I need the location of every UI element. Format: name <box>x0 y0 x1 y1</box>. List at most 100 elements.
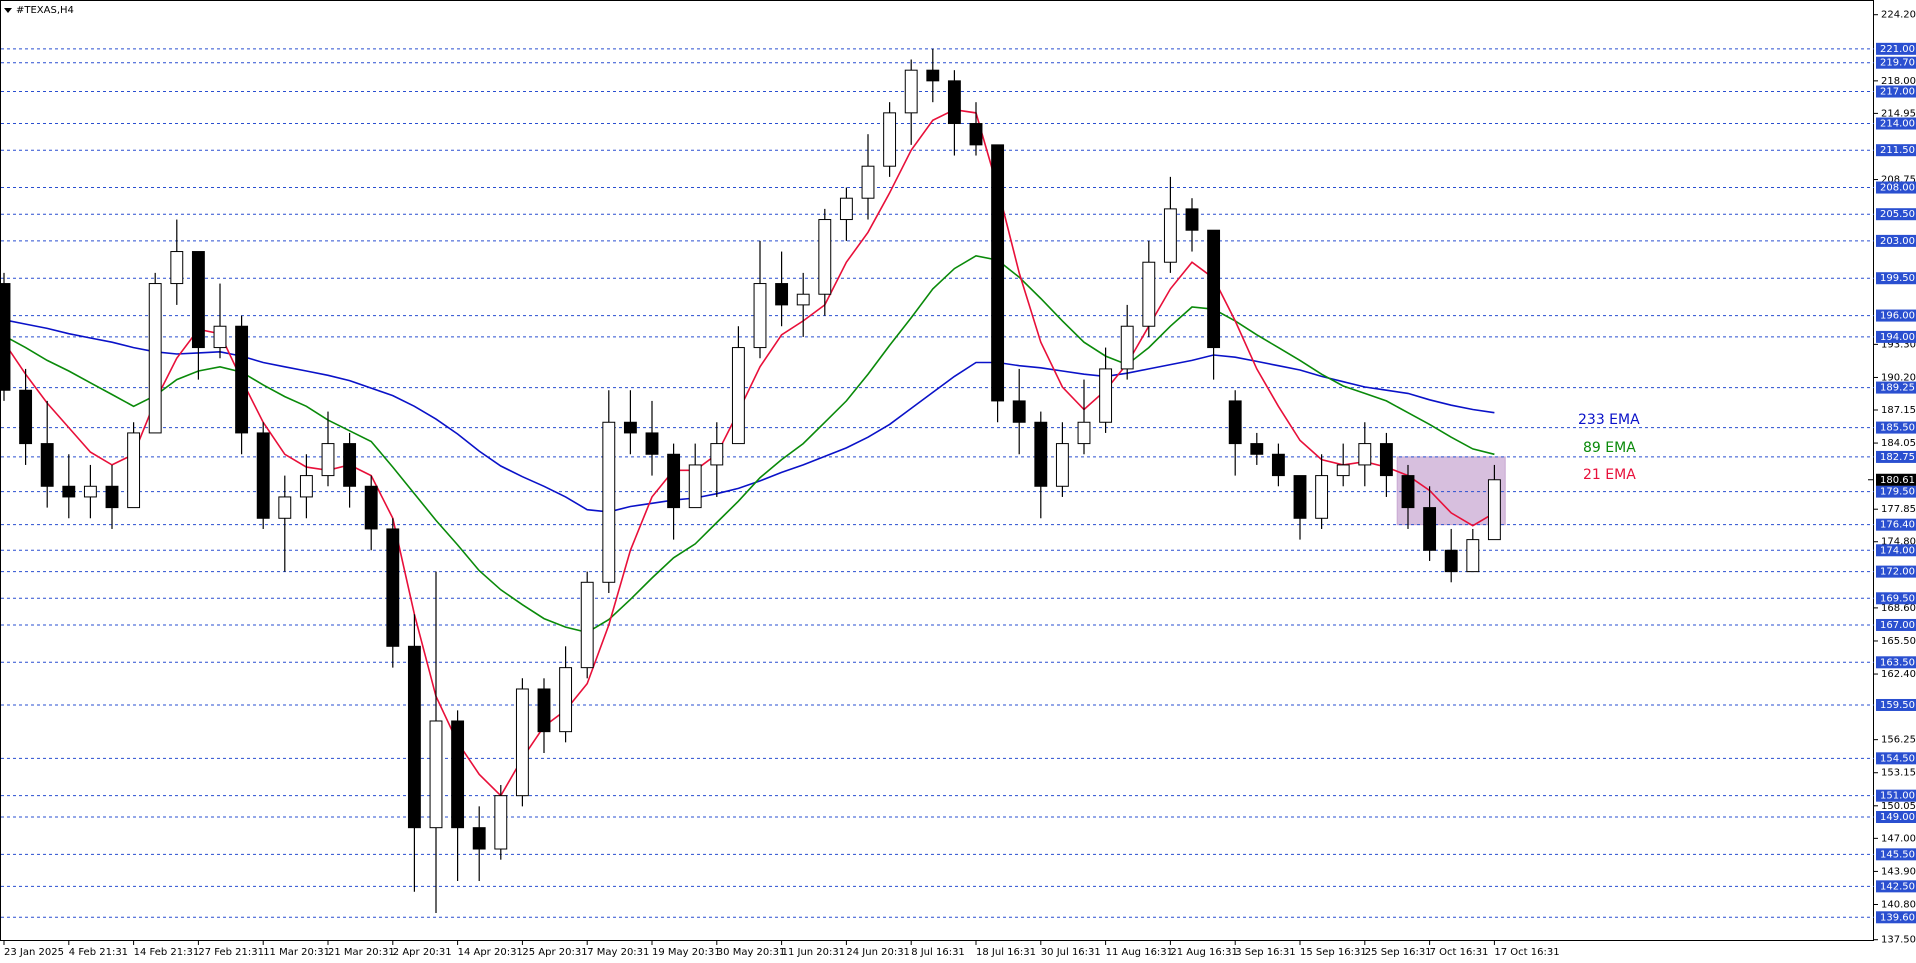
ema-label: 89 EMA <box>1583 440 1636 456</box>
level-label: 205.50 <box>1880 209 1915 220</box>
candle-body <box>991 144 1005 402</box>
chart-title: #TEXAS,H4 <box>16 5 74 16</box>
candle-body <box>1358 443 1372 466</box>
level-label: 208.00 <box>1880 183 1915 194</box>
level-label-box <box>1876 698 1916 711</box>
y-tick-label: 150.05 <box>1881 801 1916 812</box>
candle-body <box>1142 261 1156 327</box>
level-label: 145.50 <box>1880 849 1915 860</box>
last-price-label: 180.61 <box>1880 475 1915 486</box>
level-label-box <box>1876 565 1916 578</box>
candle-body <box>213 325 227 349</box>
candle-body <box>1379 443 1393 477</box>
candle-body <box>83 485 97 498</box>
y-tick-label: 162.40 <box>1881 669 1916 680</box>
candle-body <box>451 720 465 829</box>
candle-body <box>559 667 573 733</box>
level-label-box <box>1876 117 1916 130</box>
candle-body <box>40 443 54 487</box>
candle-body <box>775 283 789 306</box>
candle-body <box>904 69 918 114</box>
candle-body <box>19 389 33 445</box>
level-label-box <box>1876 234 1916 247</box>
ema-label: 21 EMA <box>1583 467 1636 483</box>
y-tick-label: 218.00 <box>1881 76 1916 87</box>
level-label-box <box>1876 421 1916 434</box>
y-tick-label: 214.95 <box>1881 108 1916 119</box>
x-tick-label: 11 Jun 20:31 <box>782 947 846 958</box>
level-label-box <box>1876 450 1916 463</box>
level-label-box <box>1876 181 1916 194</box>
level-label: 167.00 <box>1880 620 1915 631</box>
level-label-box <box>1876 485 1916 498</box>
candle-body <box>1207 229 1221 349</box>
candle-body <box>472 827 486 850</box>
candle-body <box>62 485 76 498</box>
candle-body <box>429 720 443 829</box>
candle-body <box>1034 421 1048 487</box>
x-tick-label: 15 Sep 16:31 <box>1300 947 1367 958</box>
x-tick-label: 24 Jun 20:31 <box>846 947 910 958</box>
candle-body <box>1250 443 1264 455</box>
level-label: 159.50 <box>1880 700 1915 711</box>
x-tick-label: 18 Jul 16:31 <box>976 947 1036 958</box>
y-tick-label: 165.50 <box>1881 636 1916 647</box>
y-tick-label: 137.50 <box>1881 935 1916 946</box>
y-tick-label: 153.15 <box>1881 768 1916 779</box>
x-tick-label: 11 Mar 20:31 <box>263 947 330 958</box>
candle-body <box>623 421 637 434</box>
x-tick-label: 21 Mar 20:31 <box>328 947 395 958</box>
x-tick-label: 4 Feb 21:31 <box>69 947 128 958</box>
level-label-box <box>1876 85 1916 98</box>
candle-body <box>148 283 162 434</box>
level-label-box <box>1876 144 1916 157</box>
level-label-box <box>1876 811 1916 824</box>
level-label: 151.00 <box>1880 791 1915 802</box>
y-tick-label: 187.15 <box>1881 405 1916 416</box>
level-label-box <box>1876 309 1916 322</box>
y-tick-label: 143.90 <box>1881 866 1916 877</box>
level-label-box <box>1876 880 1916 893</box>
y-tick-label: 147.00 <box>1881 833 1916 844</box>
y-tick-label: 177.85 <box>1881 504 1916 515</box>
level-label-box <box>1876 592 1916 605</box>
candle-body <box>710 443 724 466</box>
level-label-box <box>1876 56 1916 69</box>
x-tick-label: 25 Apr 20:31 <box>522 947 587 958</box>
level-label: 154.50 <box>1880 753 1915 764</box>
level-label: 221.00 <box>1880 44 1915 55</box>
level-label: 185.50 <box>1880 423 1915 434</box>
level-label: 199.50 <box>1880 273 1915 284</box>
candle-body <box>1487 479 1501 541</box>
candle-body <box>1120 325 1134 370</box>
candle-body <box>883 112 897 167</box>
candle-body <box>1401 475 1415 509</box>
y-tick-label: 224.20 <box>1881 10 1916 21</box>
y-tick-label: 174.80 <box>1881 537 1916 548</box>
candle-body <box>731 347 745 445</box>
level-label: 196.00 <box>1880 311 1915 322</box>
candle-body <box>537 688 551 733</box>
level-label-box <box>1876 330 1916 343</box>
candle-body <box>321 443 335 477</box>
symbol-menu-arrow[interactable] <box>4 8 12 13</box>
level-label: 163.50 <box>1880 657 1915 668</box>
x-tick-label: 8 Jul 16:31 <box>911 947 965 958</box>
x-tick-label: 27 Feb 21:31 <box>198 947 264 958</box>
candle-body <box>1271 453 1285 477</box>
level-label: 179.50 <box>1880 487 1915 498</box>
plot-frame <box>0 0 1874 941</box>
ema-line <box>3 108 1495 797</box>
x-tick-label: 11 Aug 16:31 <box>1106 947 1173 958</box>
candle-body <box>753 283 767 349</box>
level-label: 211.50 <box>1880 145 1915 156</box>
x-tick-label: 14 Apr 20:31 <box>458 947 523 958</box>
candle-body <box>1315 475 1329 519</box>
level-label: 169.50 <box>1880 593 1915 604</box>
level-label-box <box>1876 42 1916 55</box>
level-label: 182.75 <box>1880 452 1915 463</box>
level-label-box <box>1876 618 1916 631</box>
candle-body <box>1185 208 1199 231</box>
